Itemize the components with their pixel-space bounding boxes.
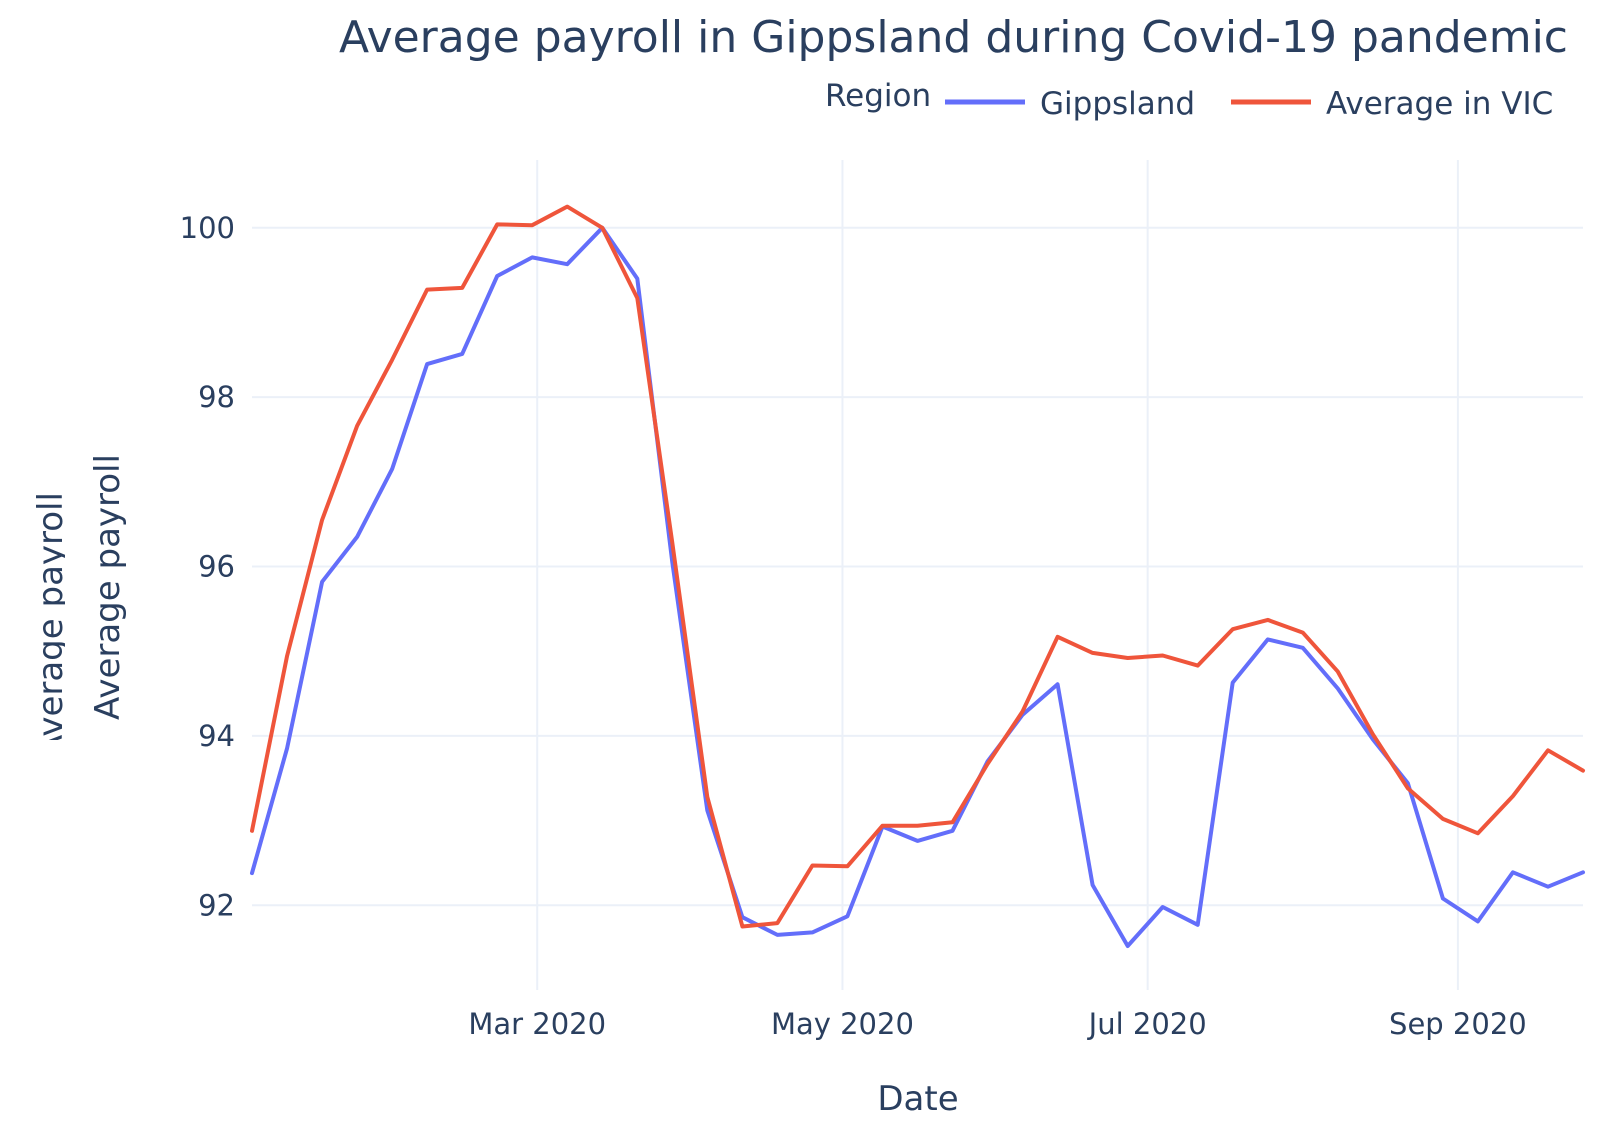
- y-tick-label-92: 92: [198, 888, 235, 922]
- y-tick-label-98: 98: [198, 380, 235, 414]
- legend-item-gippsland[interactable]: Gippsland: [945, 86, 1195, 122]
- y-axis-ticks: 92 94 96 98 100: [180, 211, 235, 923]
- series-layer: [250, 204, 1585, 948]
- x-tick-label-mar-2020: Mar 2020: [468, 1007, 606, 1041]
- y-axis-title: Average payroll: [88, 454, 128, 720]
- legend-item-average-in-vic[interactable]: Average in VIC: [1231, 86, 1553, 122]
- legend: Region Gippsland Average in VIC: [825, 78, 1553, 122]
- x-axis-ticks: Mar 2020 May 2020 Jul 2020 Sep 2020: [468, 1007, 1526, 1041]
- legend-title: Region: [825, 78, 931, 114]
- chart-title: Average payroll in Gippsland during Covi…: [339, 12, 1568, 63]
- legend-label-gippsland: Gippsland: [1040, 86, 1195, 122]
- y-tick-label-96: 96: [198, 550, 235, 584]
- y-axis-title-ghost: Average payroll: [31, 492, 71, 758]
- x-axis-title: Date: [877, 1079, 958, 1119]
- x-tick-label-jul-2020: Jul 2020: [1087, 1007, 1207, 1041]
- series-line-gippsland[interactable]: [250, 225, 1585, 948]
- y-tick-label-94: 94: [198, 719, 235, 753]
- y-tick-label-100: 100: [180, 211, 235, 245]
- grid: [252, 160, 1583, 990]
- legend-label-average-in-vic: Average in VIC: [1326, 86, 1553, 122]
- x-tick-label-may-2020: May 2020: [771, 1007, 914, 1041]
- series-line-average-in-vic[interactable]: [250, 204, 1585, 929]
- x-tick-label-sep-2020: Sep 2020: [1389, 1007, 1527, 1041]
